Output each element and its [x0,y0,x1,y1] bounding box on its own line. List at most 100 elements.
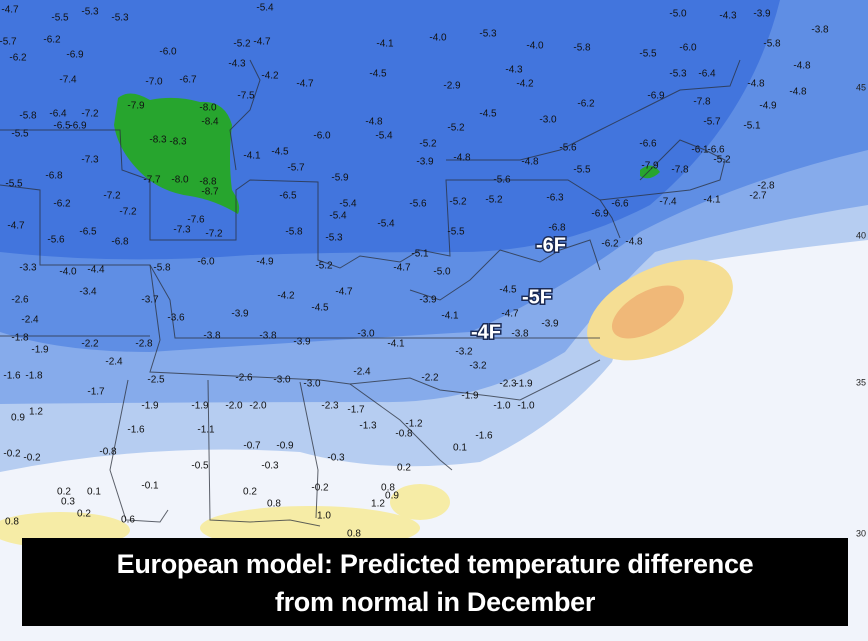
value-label: -6.6 [611,199,629,210]
value-label: -0.5 [191,461,209,472]
value-label: 0.1 [453,443,467,454]
value-label: -6.0 [197,257,215,268]
value-label: -2.3 [321,401,339,412]
value-label: -4.9 [759,101,777,112]
value-label: -5.4 [377,219,395,230]
value-label: 0.1 [87,487,101,498]
value-label: -5.3 [111,13,129,24]
caption-line: from normal in December [275,587,596,617]
value-label: -4.4 [87,265,105,276]
value-label: -6.5 [79,227,97,238]
caption-box [22,538,848,626]
value-label: -7.5 [237,91,255,102]
value-label: -4.8 [625,237,643,248]
value-label: -6.0 [159,47,177,58]
contour-green [114,93,240,214]
value-label: -4.8 [521,157,539,168]
value-label: -2.2 [81,339,99,350]
value-label: 0.8 [347,529,361,540]
value-label: -4.0 [429,33,447,44]
value-label: -4.8 [365,117,383,128]
value-label: 0.2 [77,509,91,520]
value-label: -6.4 [49,109,67,120]
value-label: -2.6 [11,295,29,306]
value-label: -6.8 [45,171,63,182]
value-label: -1.1 [197,425,215,436]
value-label: -3.2 [469,361,487,372]
latitude-label: 45 [856,82,866,92]
value-label: -5.1 [743,121,761,132]
value-label: -7.7 [143,175,161,186]
value-label: -5.2 [419,139,437,150]
value-label: -2.4 [353,367,371,378]
value-label: -0.3 [327,453,345,464]
value-label: -1.8 [11,333,29,344]
value-label: -6.9 [591,209,609,220]
value-label: -4.2 [261,71,279,82]
value-label: -4.0 [59,267,77,278]
value-label: -2.4 [105,357,123,368]
value-label: -7.2 [81,109,99,120]
value-label: -5.7 [287,163,305,174]
value-label: -5.5 [11,129,29,140]
caption-line: European model: Predicted temperature di… [117,549,754,579]
value-label: -1.9 [461,391,479,402]
value-label: -3.6 [167,313,185,324]
value-label: -1.7 [347,405,365,416]
value-label: -6.1 [691,145,709,156]
value-label: -8.3 [149,135,167,146]
value-label: -3.0 [273,375,291,386]
value-label: -5.3 [669,69,687,80]
value-label: 0.2 [397,463,411,474]
value-label: 1.2 [371,499,385,510]
value-label: -5.3 [81,7,99,18]
value-label: -5.5 [5,179,23,190]
value-label: -4.1 [703,195,721,206]
value-label: -5.1 [411,249,429,260]
value-label: 0.8 [267,499,281,510]
value-label: -4.7 [393,263,411,274]
value-label: -1.8 [25,371,43,382]
value-label: -5.8 [573,43,591,54]
value-label: -6.5 [279,191,297,202]
value-label: -5.8 [19,111,37,122]
value-label: -0.2 [3,449,21,460]
value-label: -5.6 [47,235,65,246]
value-label: 0.2 [243,487,257,498]
value-label: 0.6 [121,515,135,526]
value-label: -5.4 [256,3,274,14]
value-label: -0.8 [395,429,413,440]
value-label: -5.4 [375,131,393,142]
value-label: -4.7 [253,37,271,48]
value-label: -2.4 [21,315,39,326]
value-label: -6.9 [66,50,84,61]
value-label: -5.0 [433,267,451,278]
value-label: -4.7 [335,287,353,298]
value-label: -0.3 [261,461,279,472]
value-label: -6.2 [9,53,27,64]
value-label: -5.5 [639,49,657,60]
value-label: -4.7 [296,79,314,90]
value-label: -5.2 [485,195,503,206]
value-label: -3.3 [19,263,37,274]
latitude-label: 30 [856,528,866,538]
value-label: -6.6 [707,145,725,156]
value-label: -1.2 [405,419,423,430]
value-label: -7.9 [641,161,659,172]
value-label: -4.8 [747,79,765,90]
value-label: -7.3 [173,225,191,236]
value-label: -6.4 [698,69,716,80]
value-label: -3.9 [541,319,559,330]
value-label: -4.1 [376,39,394,50]
value-label: -6.6 [639,139,657,150]
value-label: -5.3 [325,233,343,244]
value-label: -6.8 [111,237,129,248]
value-label: -1.9 [31,345,49,356]
value-label: -2.8 [757,181,775,192]
value-label: 0.8 [381,483,395,494]
value-label: -0.8 [99,447,117,458]
value-label: -3.8 [511,329,529,340]
value-label: -3.7 [141,295,159,306]
value-label: -5.8 [285,227,303,238]
value-label: -1.6 [127,425,145,436]
